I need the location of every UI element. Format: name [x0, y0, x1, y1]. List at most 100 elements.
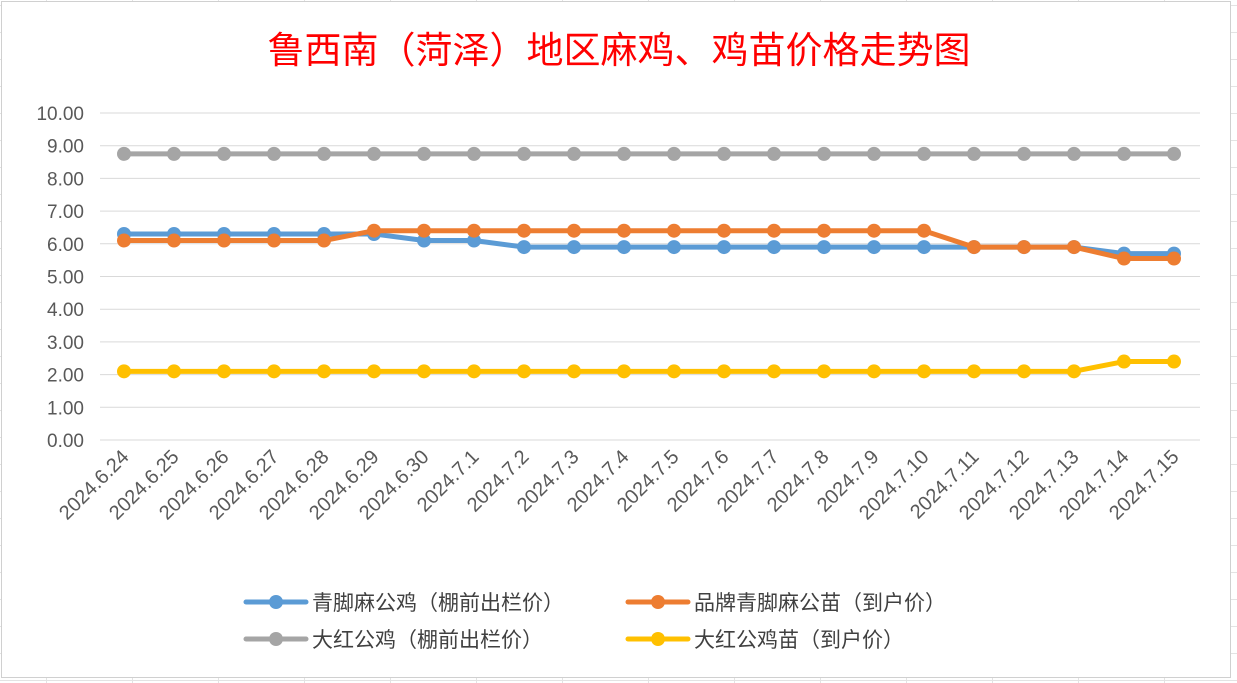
y-tick-label: 1.00 — [47, 398, 84, 419]
data-point — [817, 240, 831, 255]
data-point — [467, 233, 481, 248]
legend-swatch-marker — [269, 632, 283, 646]
data-point — [1167, 146, 1181, 161]
data-point — [267, 233, 281, 248]
data-point — [867, 146, 881, 161]
data-point — [517, 364, 531, 379]
data-point — [167, 233, 181, 248]
data-point — [367, 223, 381, 238]
data-point — [1117, 251, 1131, 266]
data-point — [1017, 240, 1031, 255]
data-point — [817, 146, 831, 161]
series-line — [121, 359, 1177, 374]
legend-label: 大红公鸡苗（到户价） — [694, 628, 904, 652]
chart-title: 鲁西南（菏泽）地区麻鸡、鸡苗价格走势图 — [268, 29, 971, 72]
data-point — [117, 146, 131, 161]
data-point — [467, 223, 481, 238]
data-point — [167, 364, 181, 379]
data-point — [267, 146, 281, 161]
data-point — [817, 364, 831, 379]
x-axis-ticks: 2024.6.242024.6.252024.6.262024.6.272024… — [55, 446, 1183, 524]
data-point — [967, 240, 981, 255]
data-point — [917, 223, 931, 238]
y-tick-label: 10.00 — [36, 104, 84, 125]
data-point — [1167, 354, 1181, 369]
data-point — [567, 223, 581, 238]
data-point — [1117, 146, 1131, 161]
legend-swatch-marker — [651, 595, 665, 609]
legend-entry[interactable]: 品牌青脚麻公苗（到户价） — [625, 591, 946, 615]
data-point — [417, 364, 431, 379]
data-point — [1017, 146, 1031, 161]
series-line — [121, 228, 1177, 262]
data-point — [317, 146, 331, 161]
data-point — [717, 364, 731, 379]
data-point — [417, 146, 431, 161]
data-point — [817, 223, 831, 238]
legend-entry[interactable]: 青脚麻公鸡（棚前出栏价） — [243, 591, 564, 615]
series-lines — [117, 146, 1181, 379]
data-point — [467, 364, 481, 379]
data-point — [117, 233, 131, 248]
y-tick-label: 7.00 — [47, 202, 84, 223]
data-point — [1117, 354, 1131, 369]
data-point — [717, 240, 731, 255]
data-point — [267, 364, 281, 379]
legend-swatch-marker — [269, 595, 283, 609]
data-point — [567, 146, 581, 161]
data-point — [767, 240, 781, 255]
data-point — [667, 146, 681, 161]
legend-entry[interactable]: 大红公鸡（棚前出栏价） — [243, 628, 543, 652]
y-tick-label: 9.00 — [47, 137, 84, 158]
legend-label: 品牌青脚麻公苗（到户价） — [694, 591, 946, 615]
data-point — [717, 223, 731, 238]
data-point — [217, 364, 231, 379]
y-tick-label: 3.00 — [47, 333, 84, 354]
data-point — [617, 364, 631, 379]
data-point — [567, 364, 581, 379]
data-point — [1067, 146, 1081, 161]
data-point — [417, 223, 431, 238]
data-point — [467, 146, 481, 161]
data-point — [217, 146, 231, 161]
data-point — [767, 146, 781, 161]
data-point — [217, 233, 231, 248]
data-point — [667, 240, 681, 255]
data-point — [517, 146, 531, 161]
data-point — [917, 240, 931, 255]
y-tick-label: 0.00 — [47, 431, 84, 452]
data-point — [617, 146, 631, 161]
legend: 青脚麻公鸡（棚前出栏价） 品牌青脚麻公苗（到户价） 大红公鸡（棚前出栏价） 大红公鸡苗… — [243, 591, 946, 652]
data-point — [867, 364, 881, 379]
data-point — [667, 364, 681, 379]
data-point — [767, 364, 781, 379]
data-point — [617, 223, 631, 238]
y-axis-ticks: 0.00 1.00 2.00 3.00 4.00 5.00 6.00 7.00 8.00 9.00… — [36, 104, 84, 452]
data-point — [667, 223, 681, 238]
data-point — [167, 146, 181, 161]
legend-entry[interactable]: 大红公鸡苗（到户价） — [625, 628, 904, 652]
data-point — [617, 240, 631, 255]
data-point — [517, 223, 531, 238]
data-point — [1167, 251, 1181, 266]
data-point — [117, 364, 131, 379]
y-tick-label: 8.00 — [47, 169, 84, 190]
data-point — [367, 364, 381, 379]
legend-label: 大红公鸡（棚前出栏价） — [312, 628, 543, 652]
y-tick-label: 5.00 — [47, 268, 84, 289]
data-point — [717, 146, 731, 161]
data-point — [767, 223, 781, 238]
data-point — [1017, 364, 1031, 379]
data-point — [567, 240, 581, 255]
y-tick-label: 6.00 — [47, 235, 84, 256]
data-point — [367, 146, 381, 161]
gridlines — [100, 112, 1200, 441]
data-point — [867, 223, 881, 238]
legend-swatch-marker — [651, 632, 665, 646]
data-point — [967, 364, 981, 379]
data-point — [867, 240, 881, 255]
data-point — [317, 364, 331, 379]
data-point — [1067, 240, 1081, 255]
